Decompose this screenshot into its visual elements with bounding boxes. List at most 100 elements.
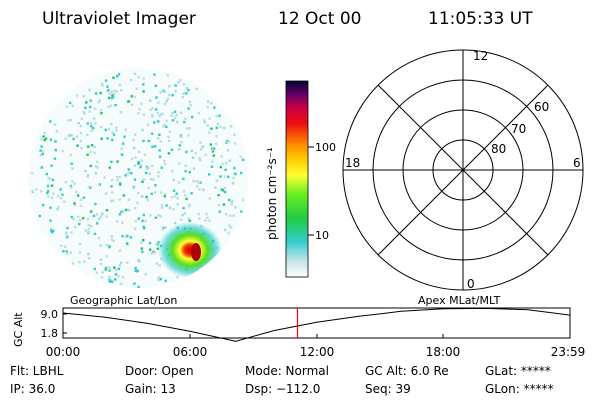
noise-dot [35, 188, 38, 191]
noise-dot [49, 206, 52, 209]
noise-dot [106, 137, 109, 140]
noise-dot [50, 184, 54, 187]
noise-dot [176, 203, 179, 206]
noise-dot [93, 232, 97, 236]
noise-dot [157, 101, 160, 104]
aurora-core [191, 243, 201, 261]
noise-dot [167, 135, 170, 139]
noise-dot [94, 92, 98, 95]
noise-dot [119, 111, 122, 114]
noise-dot [162, 89, 165, 92]
noise-dot [100, 276, 104, 279]
noise-dot [240, 171, 243, 175]
label-geographic: Geographic Lat/Lon [70, 294, 177, 307]
noise-dot [150, 192, 153, 195]
noise-dot [182, 83, 185, 86]
noise-dot [83, 112, 86, 115]
noise-dot [65, 250, 68, 253]
noise-dot [144, 219, 147, 223]
xtick-0600: 06:00 [173, 345, 208, 359]
noise-dot [99, 91, 102, 95]
noise-dot [72, 137, 75, 141]
noise-dot [118, 83, 121, 87]
noise-dot [75, 190, 78, 194]
noise-dot [41, 152, 44, 156]
noise-dot [178, 144, 181, 147]
noise-dot [116, 75, 119, 78]
noise-dot [49, 227, 53, 230]
noise-dot [234, 172, 237, 176]
noise-dot [166, 97, 170, 100]
noise-dot [133, 178, 137, 181]
noise-dot [155, 262, 159, 265]
noise-dot [188, 205, 191, 208]
noise-dot [124, 174, 127, 177]
noise-dot [76, 144, 79, 147]
noise-dot [157, 241, 160, 244]
noise-dot [112, 76, 115, 79]
noise-dot [44, 137, 48, 140]
noise-dot [127, 168, 130, 171]
noise-dot [79, 204, 83, 207]
noise-dot [186, 127, 189, 130]
noise-dot [219, 125, 222, 128]
noise-dot [82, 111, 85, 114]
noise-dot [170, 114, 173, 117]
noise-dot [134, 156, 137, 159]
noise-dot [227, 175, 230, 179]
noise-dot [87, 173, 90, 177]
noise-dot [46, 191, 49, 195]
noise-dot [118, 249, 122, 252]
noise-dot [197, 181, 201, 184]
noise-dot [218, 114, 221, 117]
noise-dot [115, 90, 119, 93]
noise-dot [110, 122, 113, 126]
noise-dot [90, 224, 93, 228]
noise-dot [71, 262, 75, 265]
noise-dot [111, 94, 114, 97]
noise-dot [97, 100, 100, 104]
noise-dot [105, 255, 108, 258]
noise-dot [199, 181, 202, 184]
noise-dot [232, 214, 235, 217]
noise-dot [197, 212, 200, 216]
noise-dot [228, 224, 231, 227]
noise-dot [151, 107, 154, 110]
noise-dot [180, 141, 183, 144]
noise-dot [98, 217, 101, 221]
noise-dot [223, 175, 227, 178]
noise-dot [64, 137, 67, 140]
status-gain: Gain: 13 [125, 382, 176, 396]
noise-dot [176, 275, 179, 279]
noise-dot [162, 226, 165, 229]
noise-dot [111, 178, 114, 182]
noise-dot [114, 273, 118, 276]
noise-dot [164, 193, 167, 196]
noise-dot [122, 276, 125, 279]
noise-dot [142, 139, 145, 143]
noise-dot [168, 206, 172, 210]
noise-dot [165, 204, 168, 207]
noise-dot [43, 132, 47, 135]
noise-dot [65, 105, 68, 108]
noise-dot [73, 182, 76, 185]
noise-dot [137, 75, 140, 79]
noise-dot [190, 192, 193, 195]
noise-dot [70, 231, 73, 234]
noise-dot [132, 186, 136, 190]
noise-dot [99, 262, 103, 266]
noise-dot [104, 128, 107, 132]
noise-dot [99, 215, 103, 218]
noise-dot [87, 231, 90, 234]
xtick-1800: 18:00 [426, 345, 461, 359]
noise-dot [104, 266, 108, 270]
status-filter: Flt: LBHL [10, 364, 64, 378]
colorbar-label: photon cm⁻²s⁻¹ [265, 147, 279, 240]
noise-dot [188, 171, 191, 174]
noise-dot [150, 252, 153, 255]
noise-dot [232, 181, 235, 185]
noise-dot [218, 210, 221, 213]
noise-dot [114, 104, 117, 107]
noise-dot [183, 212, 187, 215]
noise-dot [50, 229, 53, 232]
